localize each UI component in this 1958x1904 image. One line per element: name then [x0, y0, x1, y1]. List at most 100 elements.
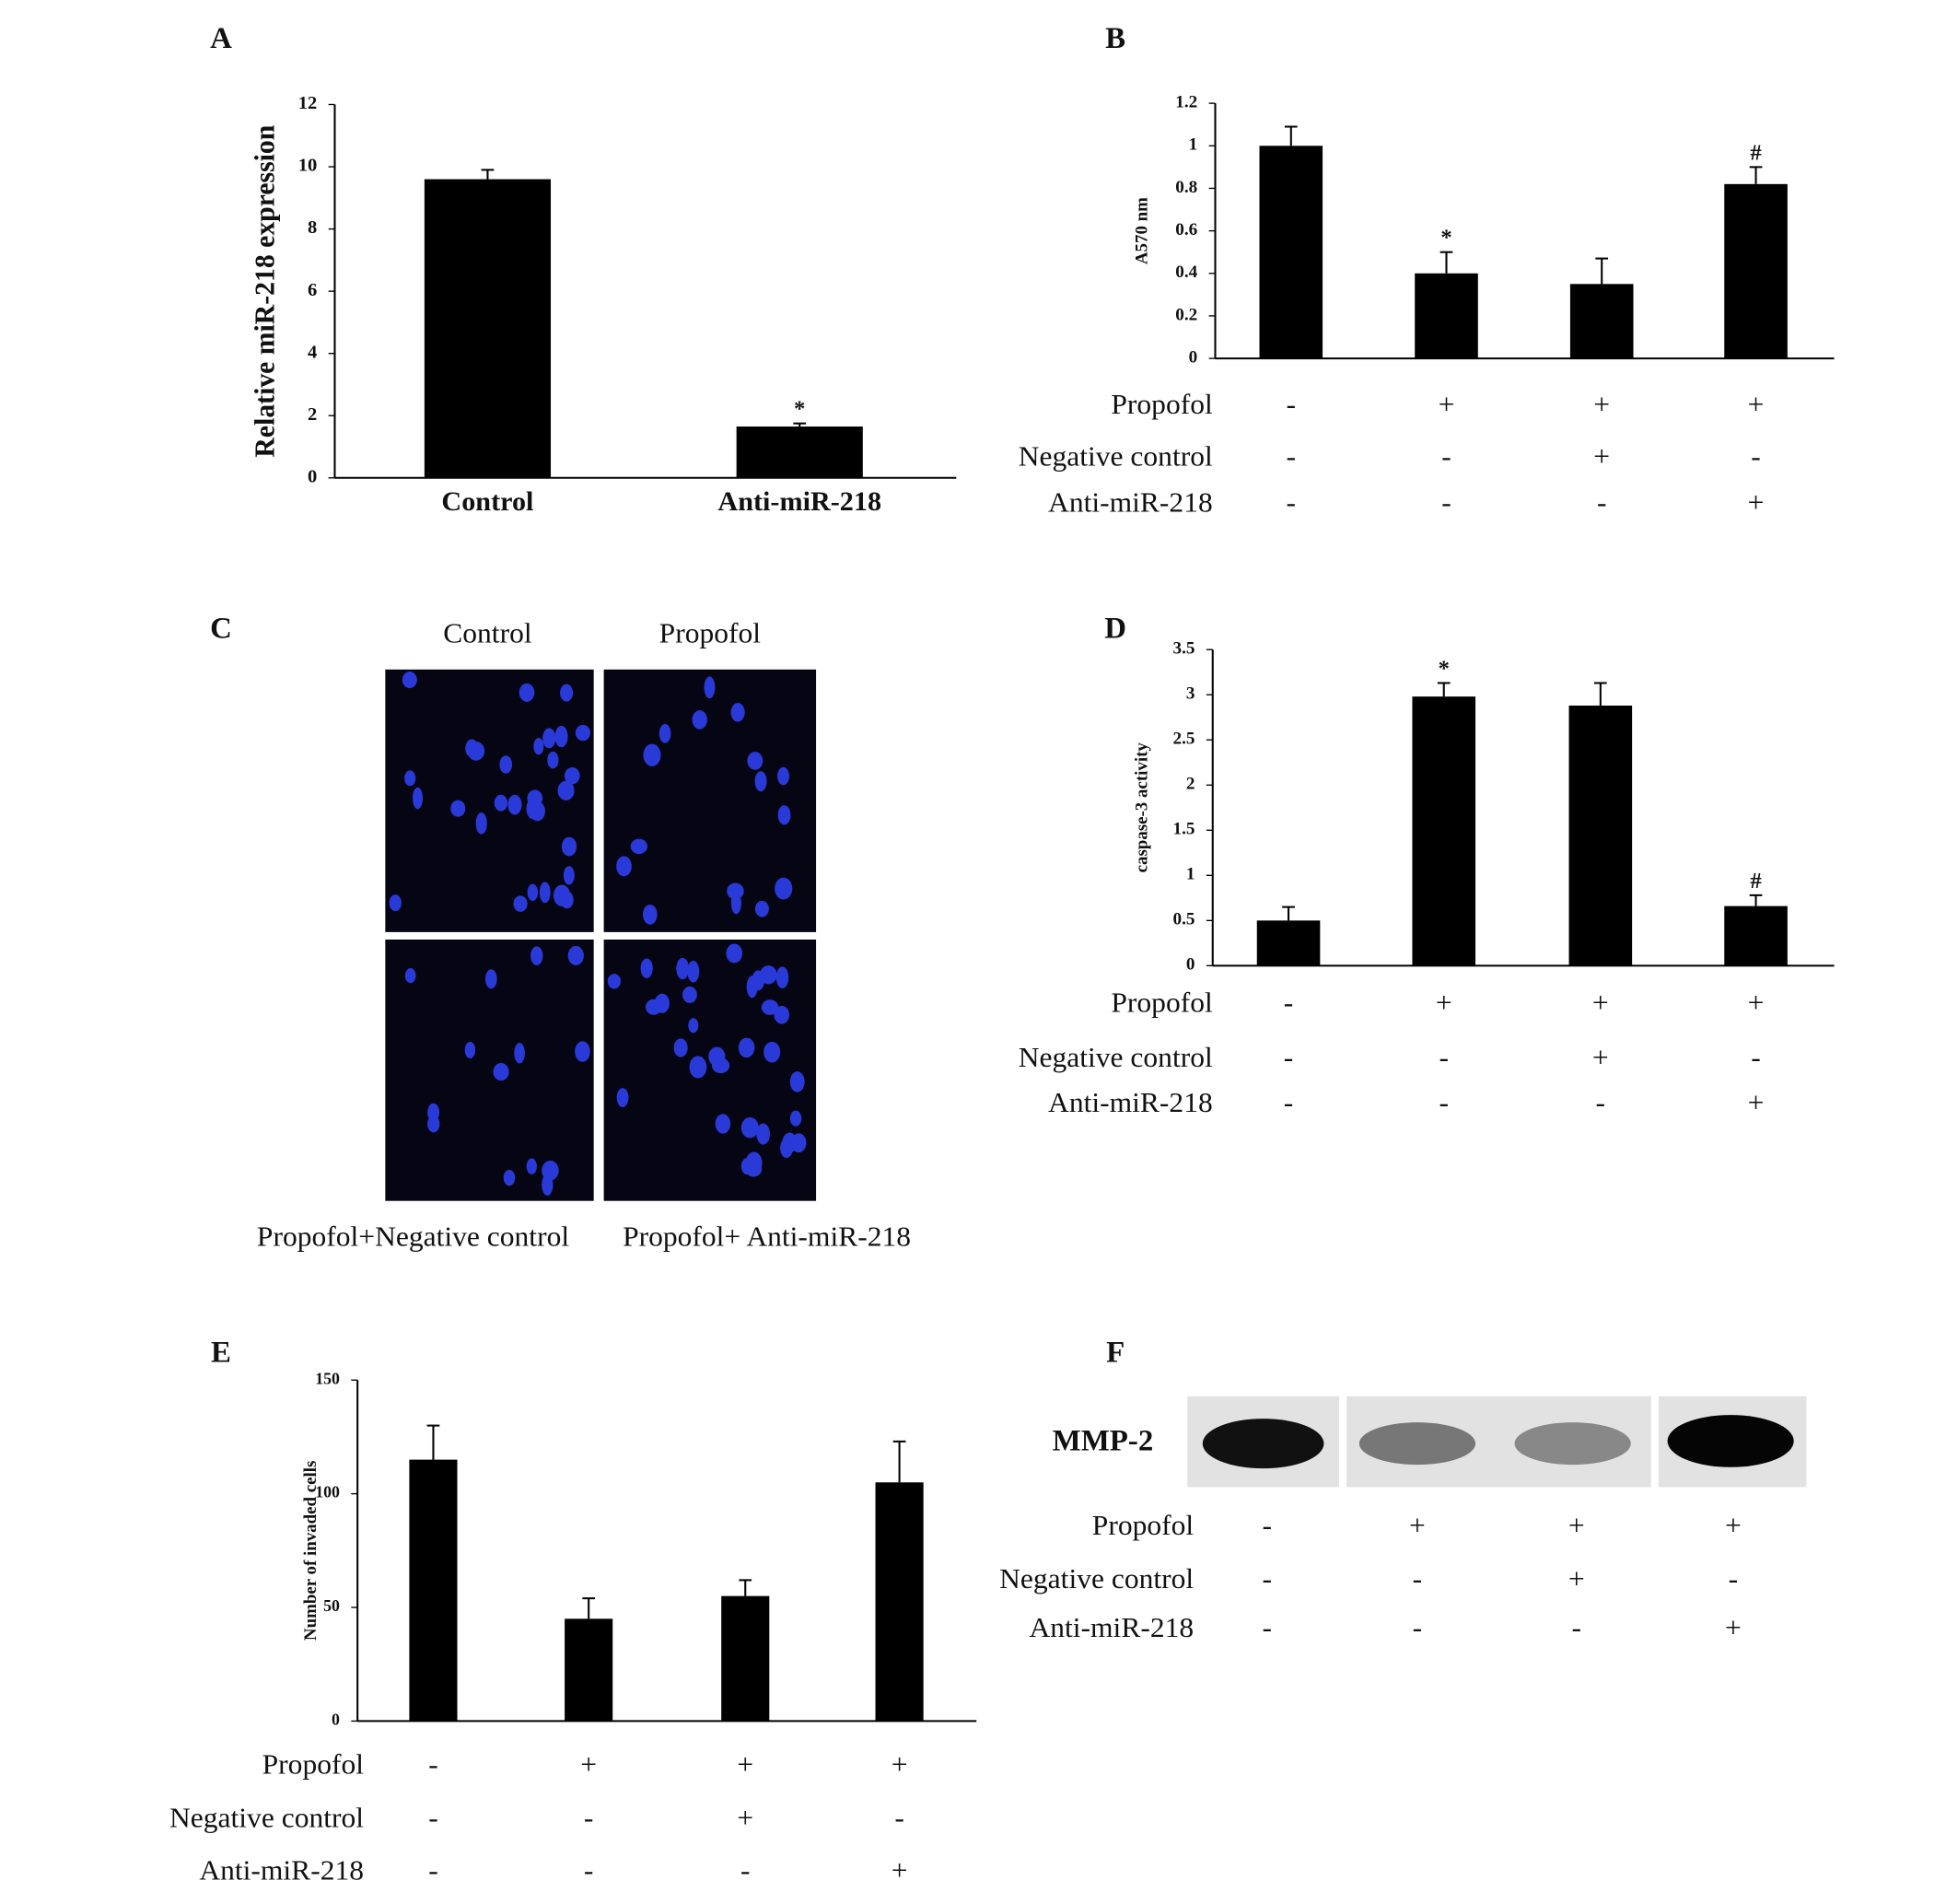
row-sign: + [1748, 987, 1765, 1019]
error-bar [1593, 682, 1607, 706]
significance-marker: * [1440, 226, 1451, 251]
error-bar [1284, 125, 1298, 146]
nucleus [775, 966, 789, 989]
y-tick-label: 8 [308, 217, 317, 238]
error-bar [1282, 905, 1295, 921]
row-label: Negative control [999, 1562, 1194, 1594]
row-sign: - [1284, 1086, 1294, 1118]
nucleus [465, 739, 479, 758]
nucleus [688, 1018, 699, 1034]
row-label: Anti-miR-218 [1029, 1611, 1194, 1643]
nucleus [494, 794, 508, 812]
nucleus [708, 1046, 726, 1067]
y-tick-label: 2 [1186, 775, 1195, 794]
y-tick-label: 0 [308, 467, 317, 487]
row-sign: + [1436, 987, 1452, 1019]
y-axis-label: A570 nm [1133, 197, 1152, 264]
y-tick-label: 3.5 [1173, 639, 1195, 659]
image-title: Propofol+ Anti-miR-218 [623, 1221, 911, 1253]
error-bar [793, 422, 807, 427]
nucleus [404, 770, 416, 787]
y-tick-label: 3 [1186, 684, 1195, 704]
nucleus [503, 1170, 516, 1186]
nucleus [464, 1041, 476, 1058]
row-sign: - [894, 1802, 904, 1834]
row-sign: + [737, 1802, 753, 1834]
row-sign: + [1748, 486, 1765, 519]
row-label: Propofol [1111, 388, 1213, 420]
row-sign: + [737, 1748, 753, 1781]
image-title: Propofol [659, 617, 762, 649]
nucleus [533, 738, 544, 755]
y-tick-label: 0.5 [1173, 910, 1195, 929]
row-sign: + [1748, 388, 1765, 420]
row-sign: - [1262, 1611, 1272, 1643]
nucleus [519, 683, 535, 702]
nucleus [789, 1071, 805, 1092]
panel-letter: B [1105, 22, 1125, 55]
nucleus [654, 993, 670, 1013]
row-sign: - [584, 1802, 594, 1834]
y-tick-label: 1 [1186, 865, 1195, 884]
bar [736, 426, 863, 478]
row-sign: + [1593, 388, 1610, 420]
nucleus [475, 812, 487, 835]
y-tick-label: 150 [315, 1369, 340, 1387]
nucleus [777, 766, 789, 786]
nucleus [493, 1063, 509, 1081]
row-sign: - [1439, 1041, 1449, 1073]
y-tick-label: 0.4 [1175, 263, 1197, 282]
nucleus [658, 723, 671, 743]
row-sign: + [580, 1748, 597, 1781]
row-sign: + [1725, 1611, 1742, 1643]
blot [1187, 1396, 1807, 1488]
row-sign: - [584, 1854, 594, 1886]
nucleus [499, 755, 513, 774]
y-tick-label: 1 [1189, 135, 1198, 155]
nucleus [404, 968, 416, 984]
nucleus [682, 986, 697, 1003]
y-tick-label: 10 [298, 156, 318, 176]
nucleus [450, 800, 466, 817]
row-sign: - [1413, 1562, 1423, 1594]
error-bar [426, 1424, 440, 1460]
nucleus [726, 943, 743, 964]
row-sign: + [1568, 1509, 1585, 1541]
nucleus [774, 1005, 790, 1024]
bar [875, 1482, 924, 1722]
y-tick-label: 50 [323, 1596, 340, 1615]
row-sign: - [1284, 987, 1294, 1019]
row-sign: - [428, 1854, 438, 1886]
y-tick-label: 0.6 [1175, 220, 1197, 239]
bar [1259, 146, 1323, 359]
row-label: Anti-miR-218 [1048, 486, 1213, 519]
nucleus [754, 771, 767, 792]
bar [1569, 284, 1634, 359]
significance-marker: # [1750, 869, 1761, 894]
row-label: Negative control [1019, 440, 1213, 473]
nucleus [513, 895, 528, 912]
row-sign: - [428, 1748, 438, 1781]
nucleus [413, 787, 424, 810]
nucleus [563, 866, 575, 885]
bar [1568, 705, 1633, 966]
nucleus [689, 1056, 707, 1079]
nucleus [747, 752, 763, 770]
row-sign: - [1413, 1611, 1423, 1643]
significance-marker: # [1750, 141, 1761, 166]
image-title: Propofol+Negative control [257, 1221, 569, 1253]
error-bar [892, 1440, 906, 1483]
row-sign: + [1439, 388, 1455, 420]
nucleus [761, 999, 779, 1015]
row-sign: + [1592, 987, 1609, 1019]
nucleus [514, 1043, 525, 1064]
row-label: Anti-miR-218 [1048, 1086, 1213, 1118]
error-bar [1749, 894, 1763, 906]
nucleus [530, 946, 543, 965]
y-tick-label: 4 [308, 342, 317, 362]
row-sign: + [1409, 1509, 1426, 1541]
row-sign: - [1262, 1509, 1272, 1541]
nucleus [507, 794, 522, 815]
error-bar [1749, 166, 1763, 184]
error-bar [1439, 251, 1453, 274]
